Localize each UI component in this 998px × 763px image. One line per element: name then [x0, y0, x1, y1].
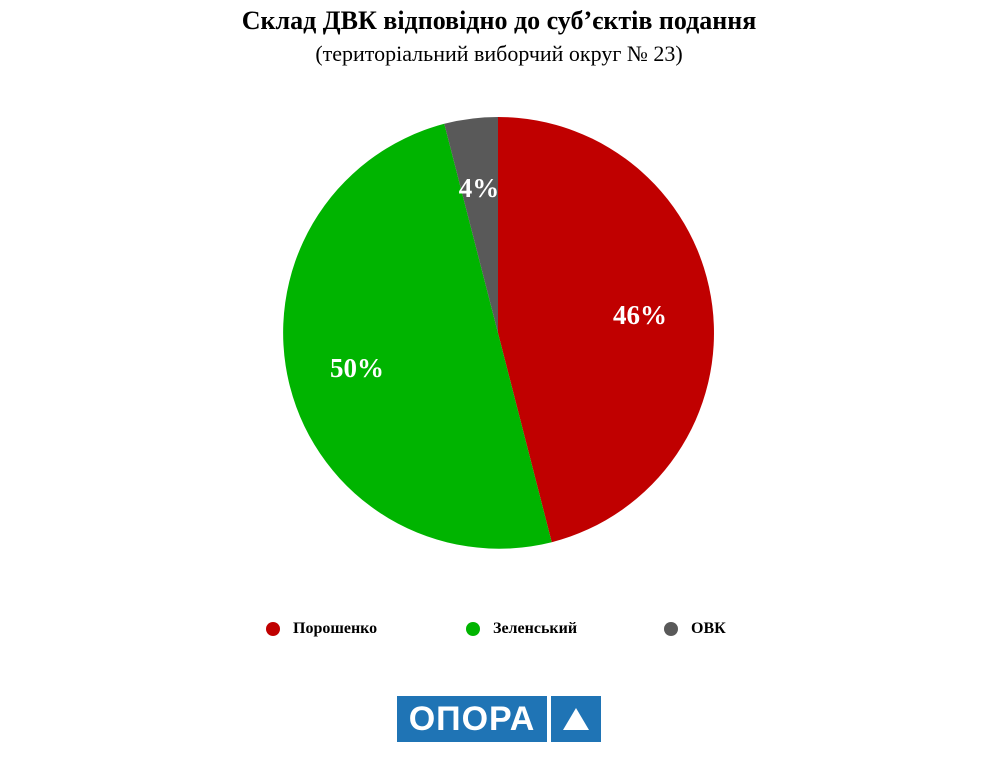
pie-slice-3: [444, 117, 498, 333]
legend-label: Порошенко: [293, 620, 378, 637]
slice-data-label: 50%: [330, 353, 384, 383]
slice-data-label: 46%: [613, 300, 667, 330]
pie-slice-1: [498, 117, 714, 543]
chart-subtitle: (територіальний виборчий округ № 23): [315, 41, 683, 66]
slice-data-label: 4%: [459, 173, 500, 203]
legend-label: Зеленський: [493, 620, 578, 637]
logo-wordmark: ОПОРА: [397, 696, 547, 742]
chart-title: Склад ДВК відповідно до суб’єктів поданн…: [241, 6, 757, 35]
legend-item-poroshenko: Порошенко: [266, 617, 377, 641]
legend-item-zelenskyi: Зеленський: [466, 617, 577, 641]
triangle-icon: [551, 696, 601, 742]
legend-swatch: [664, 622, 678, 636]
legend-swatch: [466, 622, 480, 636]
chart-legend: Порошенко Зеленський ОВК: [0, 617, 998, 641]
legend-label: ОВК: [691, 620, 726, 637]
pie-chart: 46% 50% 4%: [283, 117, 714, 549]
legend-swatch: [266, 622, 280, 636]
pie-slice-2: [283, 123, 552, 549]
opora-logo: ОПОРА: [397, 696, 601, 742]
legend-item-ovk: ОВК: [664, 617, 726, 641]
